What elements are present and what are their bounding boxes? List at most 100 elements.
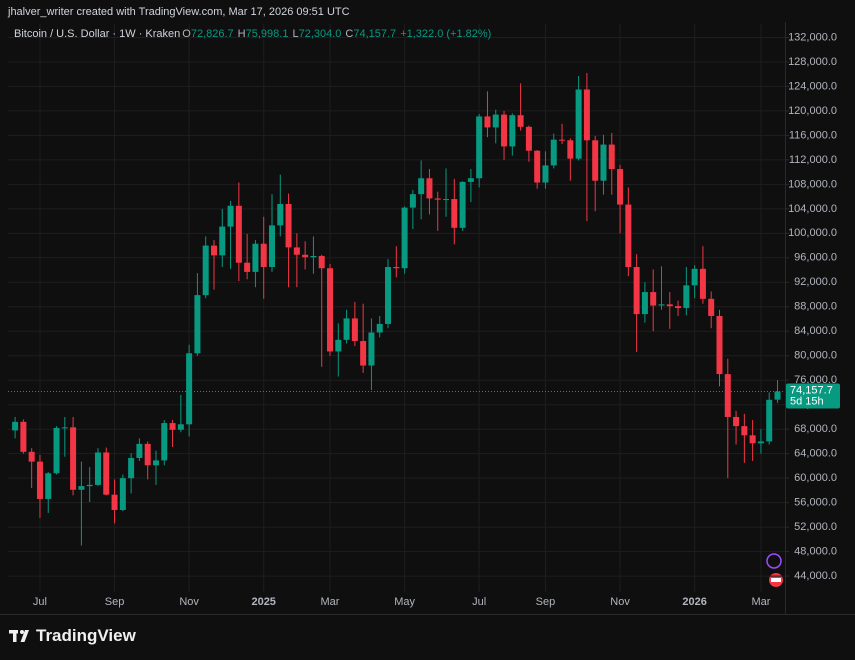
candle-body: [202, 245, 209, 296]
candle-body: [766, 399, 773, 442]
x-tick-label: Sep: [536, 596, 556, 608]
x-tick-label: Sep: [105, 596, 125, 608]
candle-body: [451, 199, 458, 228]
candle-body: [418, 178, 425, 195]
candle-body: [152, 460, 159, 466]
candle-body: [749, 435, 756, 444]
y-tick-label: 48,000.0: [794, 546, 837, 558]
candle-body: [136, 443, 143, 458]
candle-body: [699, 268, 706, 299]
legend-key: O: [182, 28, 191, 40]
candle-body: [343, 318, 350, 340]
candle-body: [525, 126, 532, 151]
candle-body: [691, 268, 698, 286]
candle-body: [103, 452, 110, 495]
candle-body: [650, 292, 657, 306]
candle-body: [94, 452, 101, 485]
x-tick-label: Jul: [33, 596, 47, 608]
candle-body: [360, 341, 367, 366]
candle-body: [426, 178, 433, 199]
candle-body: [335, 339, 342, 352]
candle-body: [28, 451, 35, 462]
x-tick-label: Jul: [472, 596, 486, 608]
candle-body: [741, 426, 748, 436]
x-tick-label: Mar: [321, 596, 340, 608]
candle-body: [20, 421, 27, 452]
legend-value: 72,304.0: [299, 28, 342, 40]
y-tick-label: 84,000.0: [794, 325, 837, 337]
candle-body: [501, 114, 508, 147]
candle-body: [608, 144, 615, 170]
logo-shape: [13, 630, 17, 642]
candles: [12, 72, 781, 546]
candle-body: [733, 416, 740, 427]
candle-body: [633, 266, 640, 315]
y-tick-label: 92,000.0: [794, 276, 837, 288]
candle-body: [119, 478, 126, 510]
candle-body: [434, 198, 441, 200]
icon[interactable]: [766, 553, 782, 569]
candle-body: [78, 486, 85, 490]
y-tick-label: 116,000.0: [789, 129, 837, 141]
candle-body: [774, 391, 781, 400]
candle-body: [517, 115, 524, 127]
candle-body: [708, 298, 715, 316]
y-tick-label: 76,000.0: [794, 374, 837, 386]
x-tick-label: Mar: [751, 596, 770, 608]
candle-body: [177, 424, 184, 430]
y-tick-label: 64,000.0: [794, 448, 837, 460]
y-tick-label: 56,000.0: [794, 497, 837, 509]
candle-body: [509, 115, 516, 147]
candle-body: [567, 140, 574, 159]
candle-body: [683, 285, 690, 308]
candle-body: [144, 443, 151, 466]
candle-body: [186, 353, 193, 425]
y-tick-label: 108,000.0: [788, 178, 837, 190]
candle-body: [467, 178, 474, 182]
candle-body: [534, 150, 541, 183]
y-tick-label: 68,000.0: [794, 423, 837, 435]
candle-body: [235, 205, 242, 263]
legend-key: L: [292, 28, 298, 40]
price-axis: 44,000.0 48,000.0 52,000.0 56,000.0 60,000.0…: [785, 31, 837, 582]
candle-body: [128, 457, 135, 479]
candle-body: [492, 114, 499, 128]
candle-body: [86, 484, 93, 487]
candle-body: [641, 292, 648, 315]
candle-body: [393, 266, 400, 269]
legend-value: 74,157.7: [353, 28, 396, 40]
candle-body: [675, 306, 682, 308]
candle-body: [625, 204, 632, 267]
y-tick-label: 80,000.0: [794, 350, 837, 362]
candle-body: [277, 203, 284, 226]
candle-body: [210, 245, 217, 256]
brand-logo: TradingView: [9, 626, 137, 645]
legend-key: C: [345, 28, 353, 40]
candle-body: [12, 421, 19, 431]
y-tick-label: 60,000.0: [794, 472, 837, 484]
y-tick-label: 128,000.0: [788, 56, 837, 68]
candle-body: [36, 461, 43, 499]
candle-body: [658, 304, 665, 306]
x-tick-label: May: [394, 596, 415, 608]
logo-shape: [20, 630, 24, 634]
candle-body: [666, 304, 673, 307]
candle-body: [376, 323, 383, 333]
logo-shape: [20, 630, 29, 642]
candle-body: [542, 165, 549, 183]
candle-body: [293, 247, 300, 255]
candle-body: [443, 199, 450, 201]
candle-body: [368, 332, 375, 366]
y-tick-label: 120,000.0: [788, 105, 837, 117]
candle-body: [592, 140, 599, 181]
candle-body: [617, 169, 624, 205]
legend-key: H: [238, 28, 246, 40]
price-label-box: [786, 383, 840, 409]
candle-body: [484, 116, 491, 128]
brand: TradingView: [36, 626, 137, 645]
y-tick-label: 44,000.0: [794, 570, 837, 582]
candle-body: [318, 255, 325, 269]
candle-body: [227, 205, 234, 227]
y-tick-label: 52,000.0: [794, 521, 837, 533]
candle-body: [401, 207, 408, 269]
